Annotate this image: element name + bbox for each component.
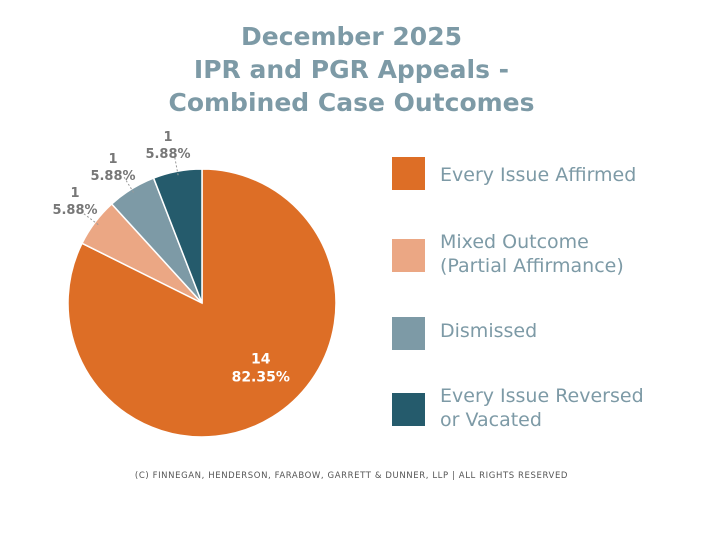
legend-label-line: (Partial Affirmance) bbox=[440, 255, 624, 277]
legend-label-line: Every Issue Affirmed bbox=[440, 164, 637, 186]
legend-label-line: Every Issue Reversed bbox=[440, 385, 644, 407]
data-label-value: 14 bbox=[251, 352, 271, 368]
data-label-percent: 5.88% bbox=[90, 169, 135, 184]
legend-label-line: Mixed Outcome bbox=[440, 231, 589, 253]
legend-label-line: or Vacated bbox=[440, 409, 542, 431]
data-label-percent: 82.35% bbox=[232, 370, 290, 386]
chart-title-line-1: December 2025 bbox=[241, 22, 462, 51]
chart-title-line-2: IPR and PGR Appeals - bbox=[193, 55, 510, 84]
legend-label-every-issue-affirmed: Every Issue Affirmed bbox=[440, 163, 636, 187]
data-label-value: 1 bbox=[70, 186, 79, 201]
chart-title-line-3: Combined Case Outcomes bbox=[168, 88, 535, 117]
leader-line bbox=[83, 213, 99, 226]
legend-swatch-every-issue-reversed bbox=[392, 393, 425, 426]
legend-swatch-dismissed bbox=[392, 317, 425, 350]
legend-swatch-every-issue-affirmed bbox=[392, 157, 425, 190]
legend-label-mixed-outcome: Mixed Outcome (Partial Affirmance) bbox=[440, 230, 624, 278]
leader-line bbox=[174, 157, 179, 176]
data-label-percent: 5.88% bbox=[52, 203, 97, 218]
pie-slice-every-issue-reversed-or-vacated bbox=[152, 168, 203, 304]
legend-swatch-mixed-outcome bbox=[392, 239, 425, 272]
legend-label-dismissed: Dismissed bbox=[440, 319, 537, 343]
legend-label-line: Dismissed bbox=[440, 320, 538, 342]
data-label-percent: 5.88% bbox=[145, 147, 190, 162]
data-label-value: 1 bbox=[163, 130, 172, 145]
leader-line bbox=[123, 176, 134, 193]
data-label-value: 1 bbox=[108, 152, 117, 167]
chart-title: December 2025 IPR and PGR Appeals - Comb… bbox=[0, 20, 703, 119]
legend-label-every-issue-reversed: Every Issue Reversed or Vacated bbox=[440, 384, 644, 432]
copyright-footer: (c) Finnegan, Henderson, Farabow, Garret… bbox=[134, 471, 569, 481]
